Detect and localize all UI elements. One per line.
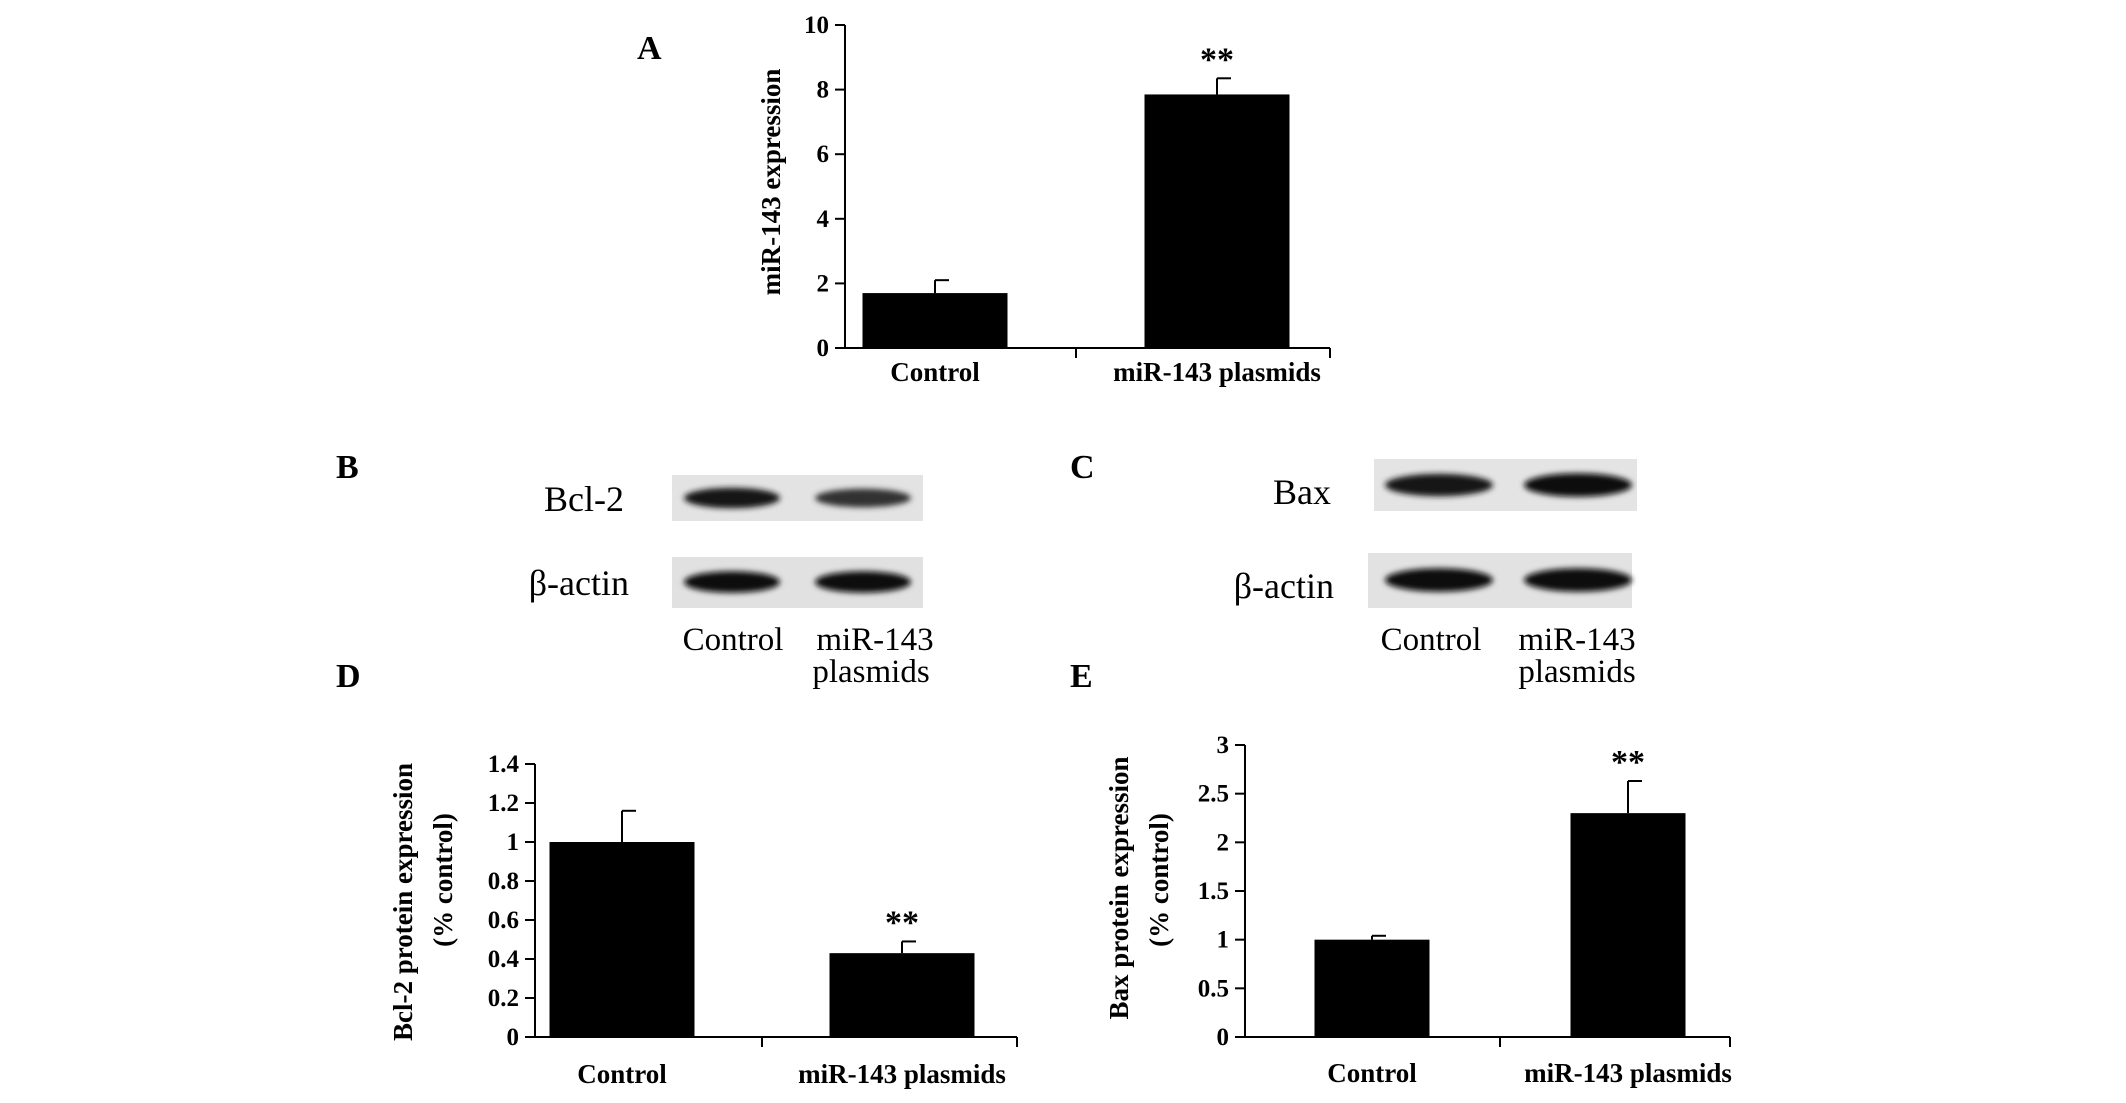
panel-label-e: E	[1070, 658, 1093, 695]
chart-e-ytick-label: 1.5	[1198, 878, 1229, 905]
blot-c-band	[1524, 568, 1632, 592]
blot-c-band	[1524, 473, 1632, 497]
chart-d-category-label: Control	[577, 1059, 667, 1089]
chart-a-ytick-label: 2	[817, 270, 830, 297]
panel-label-a: A	[637, 30, 662, 67]
chart-e-bax-protein-expression: Bax protein expression (% control) 0 0.5 1…	[1104, 732, 1732, 1088]
chart-e-category-label: Control	[1327, 1058, 1417, 1088]
chart-a-ytick-label: 0	[817, 335, 830, 362]
blot-b-band	[815, 488, 911, 508]
chart-d-significance-marker: **	[885, 904, 919, 941]
chart-e-significance-marker: **	[1611, 744, 1645, 781]
chart-d-ytick-label: 0.8	[488, 868, 519, 895]
chart-a-bar	[1144, 94, 1290, 348]
western-blot-b-bcl2: Bcl-2 β-actin Control miR-143 plasmids	[529, 475, 934, 690]
blot-c-row-label-actin: β-actin	[1234, 566, 1334, 606]
blot-b-row-label-bcl2: Bcl-2	[544, 479, 624, 519]
chart-a-bar	[862, 293, 1008, 348]
chart-e-ytick-label: 1	[1217, 927, 1230, 954]
chart-a-significance-marker: **	[1200, 41, 1234, 78]
blot-c-row-label-bax: Bax	[1273, 472, 1331, 512]
blot-c-lane-label-control: Control	[1381, 622, 1482, 658]
chart-d-bar	[549, 842, 695, 1037]
chart-d-ytick-label: 1	[507, 829, 520, 856]
chart-d-ylabel-line2: (% control)	[428, 813, 458, 947]
chart-a-category-label: Control	[890, 357, 980, 387]
chart-d-ytick-label: 0.4	[488, 946, 520, 973]
blot-b-lane-label-plasmids: plasmids	[812, 654, 929, 690]
chart-a-ytick-label: 6	[817, 141, 830, 168]
chart-e-ytick-label: 0.5	[1198, 975, 1229, 1002]
chart-e-bar	[1314, 939, 1430, 1037]
chart-e-ylabel-line2: (% control)	[1144, 813, 1174, 947]
blot-b-band	[815, 571, 911, 593]
chart-e-bar	[1570, 813, 1686, 1037]
chart-a-ytick-label: 10	[804, 12, 829, 39]
chart-e-ytick-label: 3	[1217, 732, 1230, 759]
chart-a-category-label: miR-143 plasmids	[1113, 357, 1321, 387]
blot-b-band	[684, 487, 780, 509]
chart-a-ytick-label: 4	[817, 206, 830, 233]
chart-a-mir143-expression: miR-143 expression 0 2 4 6 8 10 Control ** miR-1…	[756, 12, 1331, 387]
blot-b-lane-label-control: Control	[683, 622, 784, 658]
chart-e-ytick-label: 0	[1217, 1024, 1230, 1051]
chart-e-ylabel-line1: Bax protein expression	[1104, 756, 1134, 1019]
blot-b-band	[684, 571, 780, 593]
blot-c-band	[1385, 473, 1493, 497]
chart-d-ytick-label: 0	[507, 1024, 520, 1051]
chart-d-ytick-label: 1.4	[488, 751, 520, 778]
chart-d-bcl2-protein-expression: Bcl-2 protein expression (% control) 0 0.…	[388, 751, 1018, 1089]
chart-e-ytick-label: 2.5	[1198, 781, 1229, 808]
chart-e-ytick-label: 2	[1217, 829, 1230, 856]
blot-b-lane-label-mir143: miR-143	[816, 622, 933, 658]
blot-c-lane-label-plasmids: plasmids	[1518, 654, 1635, 690]
chart-d-ylabel-line1: Bcl-2 protein expression	[388, 763, 418, 1041]
blot-c-band	[1385, 568, 1493, 592]
chart-d-ytick-label: 0.2	[488, 985, 519, 1012]
chart-d-bar	[829, 953, 975, 1037]
chart-d-ytick-label: 1.2	[488, 790, 519, 817]
chart-a-ylabel: miR-143 expression	[756, 69, 786, 296]
panel-label-b: B	[336, 449, 359, 486]
blot-c-lane-label-mir143: miR-143	[1518, 622, 1635, 658]
chart-a-ytick-label: 8	[817, 77, 830, 104]
chart-e-category-label: miR-143 plasmids	[1524, 1058, 1732, 1088]
blot-b-row-label-actin: β-actin	[529, 563, 629, 603]
western-blot-c-bax: Bax β-actin Control miR-143 plasmids	[1234, 459, 1637, 690]
chart-d-category-label: miR-143 plasmids	[798, 1059, 1006, 1089]
panel-label-d: D	[336, 658, 361, 695]
panel-label-c: C	[1070, 449, 1095, 486]
chart-d-ytick-label: 0.6	[488, 907, 519, 934]
